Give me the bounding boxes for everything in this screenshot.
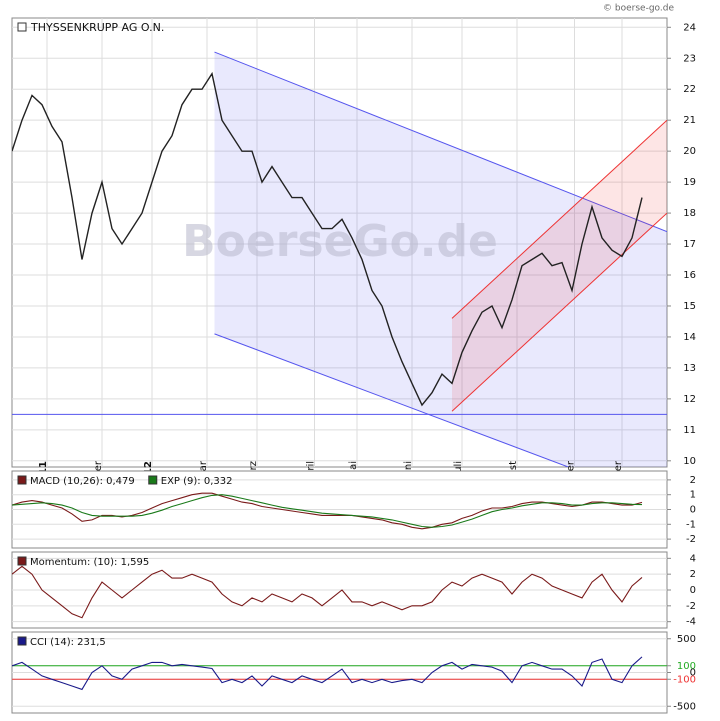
- y-tick-label: -100: [673, 674, 696, 685]
- y-tick-label: 4: [690, 553, 696, 564]
- plot: [12, 18, 667, 467]
- legend-swatch: [17, 556, 27, 566]
- y-tick-label: 10: [683, 456, 696, 467]
- y-tick-label: 22: [683, 84, 696, 95]
- series-line: [12, 494, 643, 528]
- y-tick-label: 2: [690, 475, 696, 486]
- y-tick-label: 13: [683, 363, 696, 374]
- y-tick-label: -500: [673, 701, 696, 712]
- legend-label: CCI (14): 231,5: [30, 637, 106, 648]
- series-line: [12, 656, 643, 691]
- y-tick-label: 0: [690, 505, 696, 516]
- x-tick-label: Juli: [453, 461, 464, 477]
- y-tick-label: 15: [683, 301, 696, 312]
- series-line: [12, 565, 643, 619]
- y-tick-label: 19: [683, 177, 696, 188]
- y-tick-label: 0: [690, 668, 696, 679]
- y-tick-label: 16: [683, 270, 696, 281]
- plot: [12, 557, 667, 623]
- y-tick-label: 23: [683, 53, 696, 64]
- y-tick-label: 11: [683, 425, 696, 436]
- channel-area: [452, 120, 667, 412]
- y-tick-label: 24: [683, 22, 696, 33]
- y-tick-label: 12: [683, 394, 696, 405]
- legend-swatch: [17, 475, 27, 485]
- y-tick-label: 2: [690, 569, 696, 580]
- y-tick-label: -1: [686, 519, 696, 530]
- legend-swatch: [17, 636, 27, 646]
- legend-swatch: [148, 475, 158, 485]
- plot: [12, 638, 667, 707]
- legend-label: EXP (9): 0,332: [161, 476, 233, 487]
- y-tick-label: -2: [686, 601, 696, 612]
- y-tick-label: 1: [690, 490, 696, 501]
- y-tick-label: 100: [677, 661, 696, 672]
- channel-line: [214, 333, 570, 467]
- y-tick-label: 21: [683, 115, 696, 126]
- plot: [12, 479, 667, 540]
- chart-title: THYSSENKRUPP AG O.N.: [30, 21, 164, 34]
- series-line: [12, 71, 643, 407]
- y-tick-label: 20: [683, 146, 696, 157]
- source: © boerse-go.de: [603, 4, 674, 14]
- y-tick-label: -4: [686, 617, 696, 628]
- watermark: BoerseGo.de: [182, 216, 498, 267]
- legend-label: Momentum: (10): 1,595: [30, 557, 149, 568]
- channel-area: [214, 52, 667, 467]
- y-tick-label: 500: [677, 634, 696, 645]
- channel-line: [451, 212, 667, 412]
- y-tick-label: 0: [690, 585, 696, 596]
- y-tick-label: -2: [686, 534, 696, 545]
- title-box: [17, 22, 27, 32]
- y-tick-label: 14: [683, 332, 696, 343]
- x-tick-label: Mai: [348, 461, 359, 479]
- channel-line: [451, 119, 667, 319]
- y-tick-label: 17: [683, 239, 696, 250]
- y-tick-label: 18: [683, 208, 696, 219]
- channel-line: [214, 51, 667, 233]
- legend-label: MACD (10,26): 0,479: [30, 476, 135, 487]
